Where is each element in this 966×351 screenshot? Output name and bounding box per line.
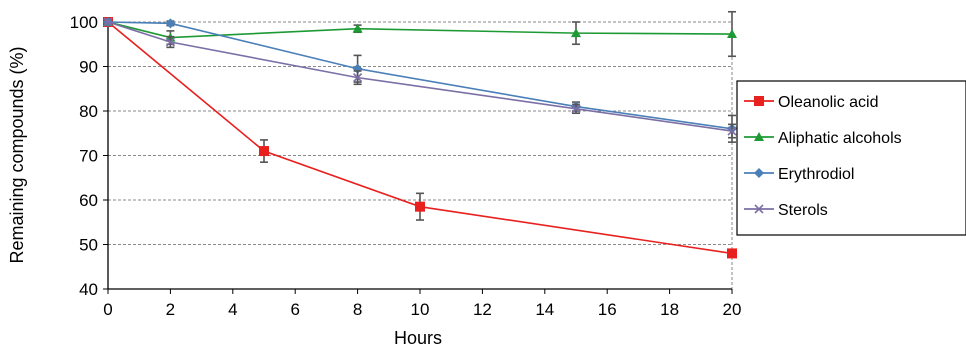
legend-item: Aliphatic alcohols — [744, 130, 902, 147]
data-point — [259, 146, 269, 157]
data-point — [571, 104, 581, 114]
x-tick-label: 2 — [166, 300, 175, 319]
data-point-stroke — [165, 37, 175, 47]
data-point-stroke — [571, 104, 581, 114]
legend-box — [736, 80, 966, 236]
data-point — [352, 23, 363, 33]
x-tick-label: 4 — [228, 300, 237, 319]
y-tick-label: 100 — [70, 13, 98, 32]
legend-item: Sterols — [744, 202, 828, 219]
series-sterols — [103, 17, 737, 139]
y-tick-label: 40 — [79, 280, 98, 299]
legend-label: Oleanolic acid — [778, 94, 879, 111]
data-point — [571, 28, 581, 38]
data-point — [165, 37, 175, 47]
data-point — [754, 96, 764, 106]
series-layer — [103, 10, 737, 259]
x-tick-label: 10 — [411, 300, 430, 319]
x-tick-label: 20 — [723, 300, 742, 319]
legend: Oleanolic acid Aliphatic alcohols Erythrod… — [736, 80, 966, 236]
data-point-stroke — [754, 204, 764, 214]
x-axis-title: Hours — [394, 328, 442, 348]
data-point-stroke — [727, 126, 737, 136]
x-tick-label: 12 — [473, 300, 492, 319]
data-point — [415, 201, 425, 212]
series-aliphatic-alcohols — [103, 10, 737, 58]
data-point — [165, 18, 176, 29]
x-tick-label: 18 — [660, 300, 679, 319]
data-point-stroke — [353, 73, 363, 83]
data-point-stroke — [103, 17, 113, 27]
legend-item: Oleanolic acid — [744, 94, 879, 111]
legend-label: Sterols — [778, 202, 828, 219]
legend-label: Erythrodiol — [778, 166, 854, 183]
series-line — [107, 21, 733, 130]
y-tick-label: 60 — [79, 191, 98, 210]
axes-layer: 40 50 60 70 80 90 100 0 2 4 6 8 10 12 14 16 18 20 — [70, 13, 742, 319]
legend-item: Erythrodiol — [744, 166, 854, 183]
data-point — [754, 168, 764, 178]
y-axis-title: Remaining compounds (%) — [7, 46, 27, 263]
y-tick-label: 50 — [79, 236, 98, 255]
data-point — [727, 248, 737, 259]
data-point — [754, 204, 764, 214]
x-tick-label: 6 — [290, 300, 299, 319]
x-tick-label: 14 — [535, 300, 554, 319]
series-line — [107, 21, 733, 255]
y-tick-label: 90 — [79, 58, 98, 77]
grid-layer — [108, 21, 733, 289]
data-point — [103, 17, 113, 27]
data-point — [353, 73, 363, 83]
y-tick-label: 80 — [79, 102, 98, 121]
data-point — [754, 132, 764, 141]
data-point — [727, 29, 737, 39]
series-oleanolic-acid — [103, 17, 737, 259]
x-tick-label: 0 — [103, 300, 112, 319]
y-tick-label: 70 — [79, 147, 98, 166]
legend-label: Aliphatic alcohols — [778, 130, 902, 147]
data-point — [727, 126, 737, 136]
series-line — [107, 21, 733, 39]
x-tick-label: 8 — [353, 300, 362, 319]
x-tick-label: 16 — [598, 300, 617, 319]
